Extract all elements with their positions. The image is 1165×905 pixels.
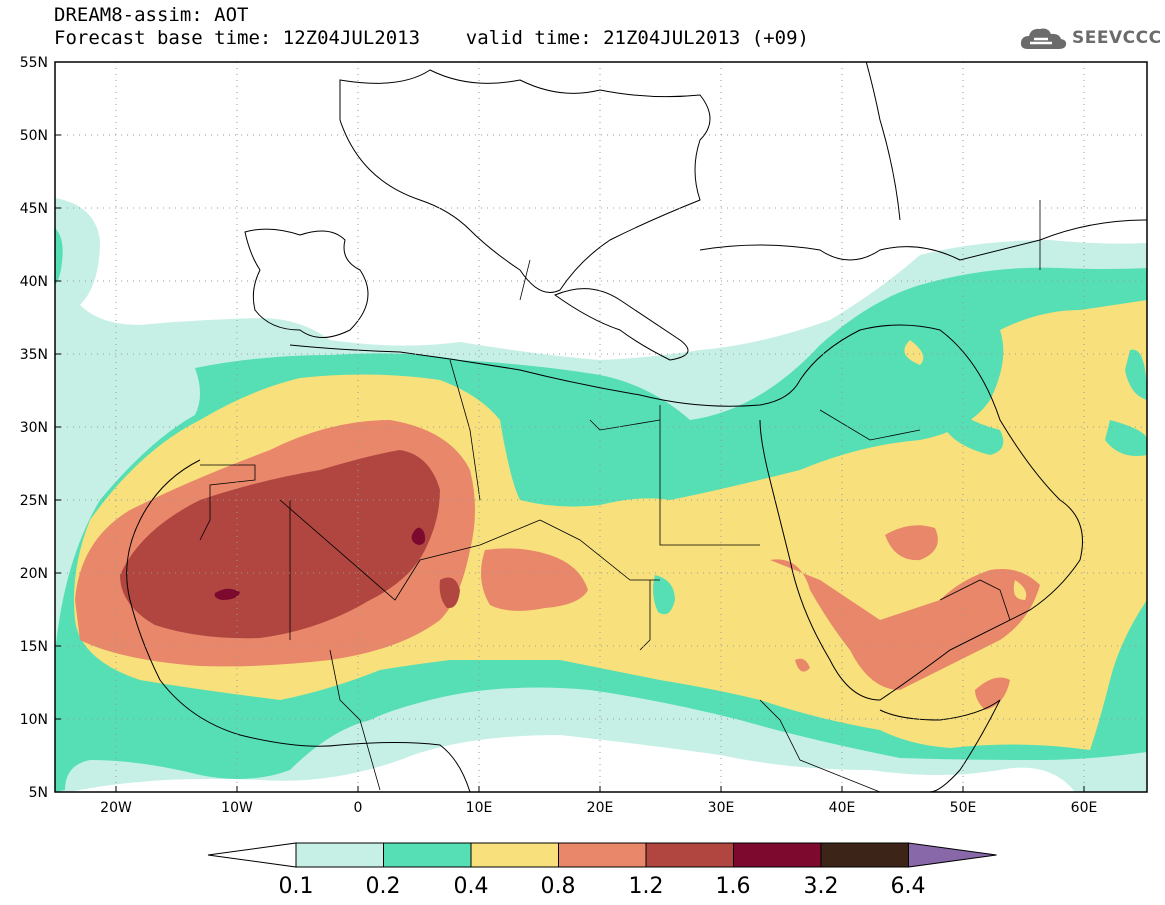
axis-ticks: [55, 134, 1085, 792]
lat-label: 10N: [20, 712, 48, 728]
lat-label: 45N: [20, 201, 48, 217]
colorbar-label: 1.6: [716, 874, 751, 899]
lon-label: 30E: [708, 800, 735, 816]
colorbar-label: 3.2: [804, 874, 839, 899]
logo: SEEVCCC: [1018, 22, 1162, 54]
lon-label: 40E: [829, 800, 856, 816]
grid: [55, 62, 1147, 792]
colorbar-label: 0.4: [454, 874, 489, 899]
lat-label: 30N: [20, 420, 48, 436]
colorbar-swatch: [558, 842, 647, 868]
colorbar-swatch: [733, 842, 822, 868]
chart-title: DREAM8-assim: AOT: [54, 4, 249, 26]
lon-label: 20E: [587, 800, 614, 816]
lon-label: 10W: [221, 800, 253, 816]
lon-label: 0: [354, 800, 363, 816]
colorbar-swatch: [295, 842, 384, 868]
lon-label: 20W: [100, 800, 132, 816]
chart-subtitle: Forecast base time: 12Z04JUL2013 valid t…: [54, 27, 809, 49]
colorbar-swatch: [207, 842, 297, 868]
colorbar-label: 6.4: [891, 874, 926, 899]
colorbar-swatch: [470, 842, 559, 868]
lat-label: 20N: [20, 566, 48, 582]
colorbar-label: 0.2: [366, 874, 401, 899]
lat-label: 40N: [20, 274, 48, 290]
colorbar-swatch: [645, 842, 734, 868]
lat-label: 5N: [29, 785, 48, 801]
colorbar-swatch: [383, 842, 472, 868]
lat-label: 25N: [20, 493, 48, 509]
colorbar-swatch: [820, 842, 909, 868]
country-borders: [199, 200, 1041, 792]
colorbar-label: 1.2: [629, 874, 664, 899]
aot-level-1.6: [214, 527, 426, 600]
lat-label: 55N: [20, 55, 48, 71]
aot-inner-green-south: [1013, 580, 1027, 600]
lat-label: 50N: [20, 128, 48, 144]
lat-label: 35N: [20, 347, 48, 363]
lat-label: 15N: [20, 639, 48, 655]
lon-label: 10E: [466, 800, 493, 816]
colorbar-label: 0.1: [279, 874, 314, 899]
colorbar-label: 0.8: [541, 874, 576, 899]
coastlines: [126, 62, 1147, 792]
colorbar-swatch: [908, 842, 997, 868]
logo-text: SEEVCCC: [1072, 28, 1162, 48]
lon-label: 50E: [950, 800, 977, 816]
cloud-icon: [1020, 28, 1067, 49]
lon-label: 60E: [1071, 800, 1098, 816]
